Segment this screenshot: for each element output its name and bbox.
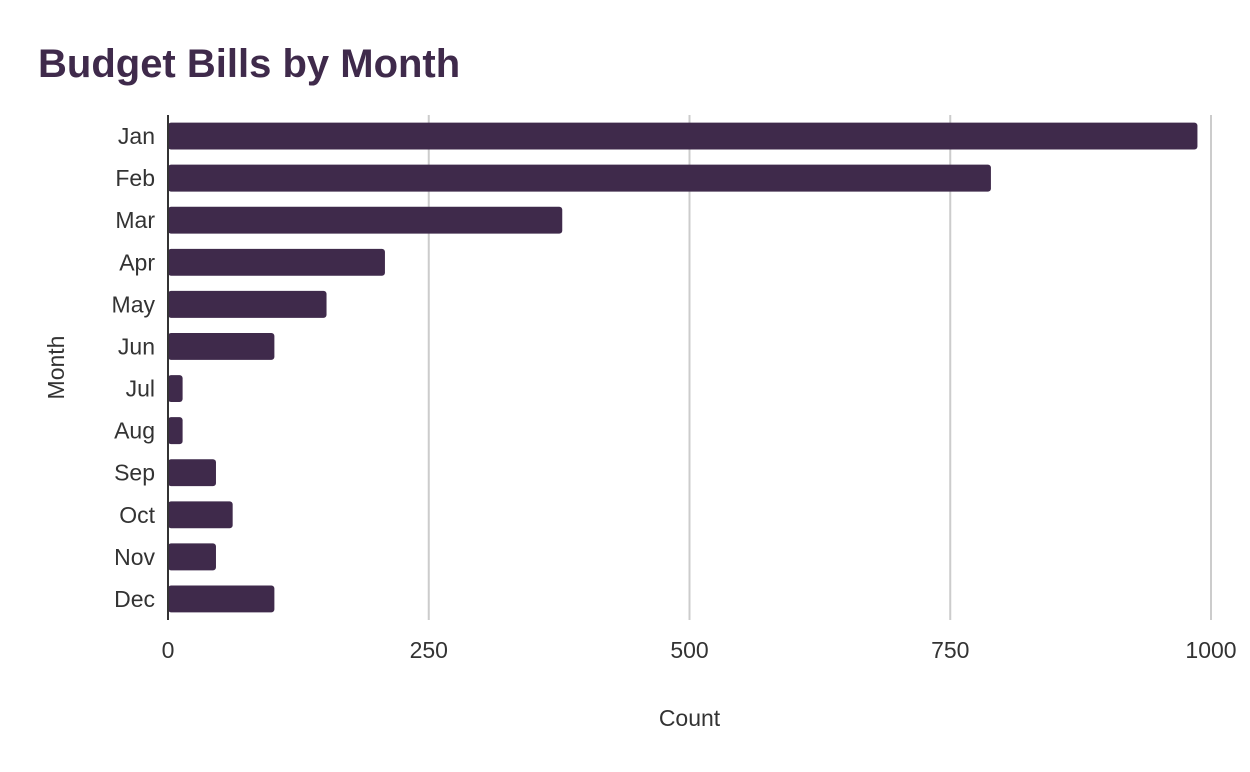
bar-feb [168,164,991,192]
bar-nov [168,543,216,571]
bar-jan [168,122,1198,150]
category-label-mar: Mar [115,207,155,233]
x-tick-label: 750 [931,637,969,663]
category-label-sep: Sep [114,460,155,486]
category-label-dec: Dec [114,586,155,612]
x-tick-label: 500 [670,637,708,663]
category-label-jun: Jun [118,333,155,359]
y-axis-label: Month [43,336,69,400]
bar-apr [168,248,385,276]
x-tick-labels: 0 250 500 750 1000 [162,637,1237,663]
category-label-jul: Jul [126,376,155,402]
bar-sep [168,459,216,487]
category-label-feb: Feb [115,165,155,191]
bar-jul [168,375,183,403]
category-label-aug: Aug [114,418,155,444]
x-tick-label: 1000 [1185,637,1236,663]
bar-jun [168,332,275,360]
bars [168,122,1198,613]
bar-dec [168,585,275,613]
bar-oct [168,501,233,529]
bar-may [168,290,327,318]
x-axis-label: Count [659,705,721,731]
x-tick-label: 250 [410,637,448,663]
category-label-nov: Nov [114,544,155,570]
gridlines [427,115,1212,620]
bar-mar [168,206,563,234]
category-labels: Jan Feb Mar Apr May Jun Jul Aug Sep Oct Nov Dec [112,123,156,612]
category-label-apr: Apr [119,249,155,275]
category-label-may: May [112,291,156,317]
chart-title: Budget Bills by Month [38,42,460,86]
category-label-jan: Jan [118,123,155,149]
bar-aug [168,417,183,445]
category-label-oct: Oct [119,502,155,528]
x-tick-label: 0 [162,637,175,663]
